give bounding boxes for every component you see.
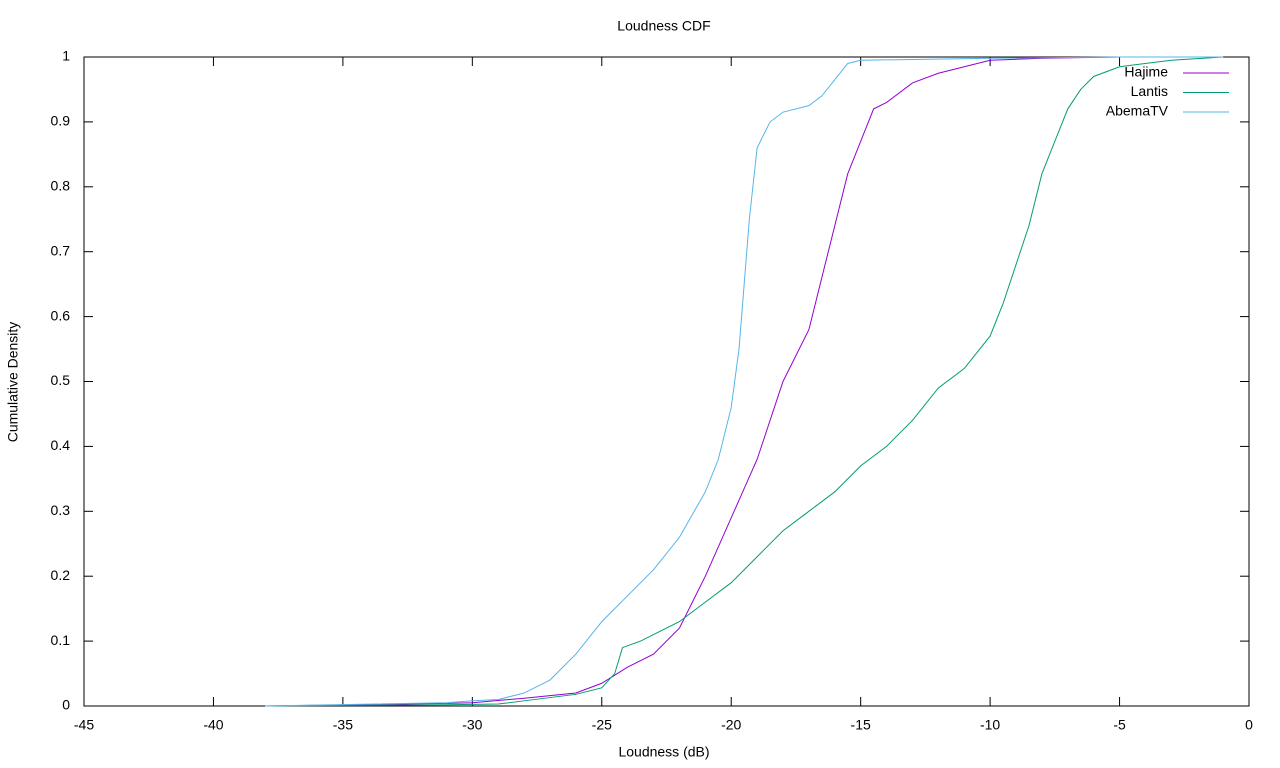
y-tick-label: 0.1 (51, 632, 71, 648)
y-axis-label: Cumulative Density (5, 322, 21, 443)
y-tick-label: 0.4 (51, 437, 71, 453)
series-line (265, 56, 1224, 707)
y-tick-label: 0.5 (51, 372, 71, 388)
x-tick-label: -45 (74, 717, 94, 733)
y-tick-label: 0 (62, 697, 70, 713)
x-axis-label: Loudness (dB) (618, 744, 709, 760)
series-line (265, 56, 1224, 707)
y-tick-label: 0.7 (51, 242, 71, 258)
x-tick-label: 0 (1245, 717, 1253, 733)
x-tick-label: -30 (462, 717, 482, 733)
x-tick-label: -10 (980, 717, 1000, 733)
y-tick-label: 0.2 (51, 567, 71, 583)
plot-frame (83, 56, 1250, 707)
x-tick-label: -20 (721, 717, 741, 733)
y-tick-label: 0.8 (51, 178, 71, 194)
chart-title: Loudness CDF (617, 18, 710, 34)
y-tick-label: 0.3 (51, 502, 71, 518)
legend-label: Hajime (1124, 64, 1168, 80)
x-tick-label: -35 (333, 717, 353, 733)
series-line (265, 56, 1224, 707)
x-tick-label: -40 (203, 717, 223, 733)
x-tick-label: -25 (592, 717, 612, 733)
y-tick-label: 0.6 (51, 307, 71, 323)
y-tick-label: 1 (62, 48, 70, 64)
y-tick-label: 0.9 (51, 113, 71, 129)
legend-label: Lantis (1131, 83, 1168, 99)
legend-label: AbemaTV (1106, 103, 1169, 119)
x-tick-label: -5 (1113, 717, 1126, 733)
x-tick-label: -15 (851, 717, 871, 733)
